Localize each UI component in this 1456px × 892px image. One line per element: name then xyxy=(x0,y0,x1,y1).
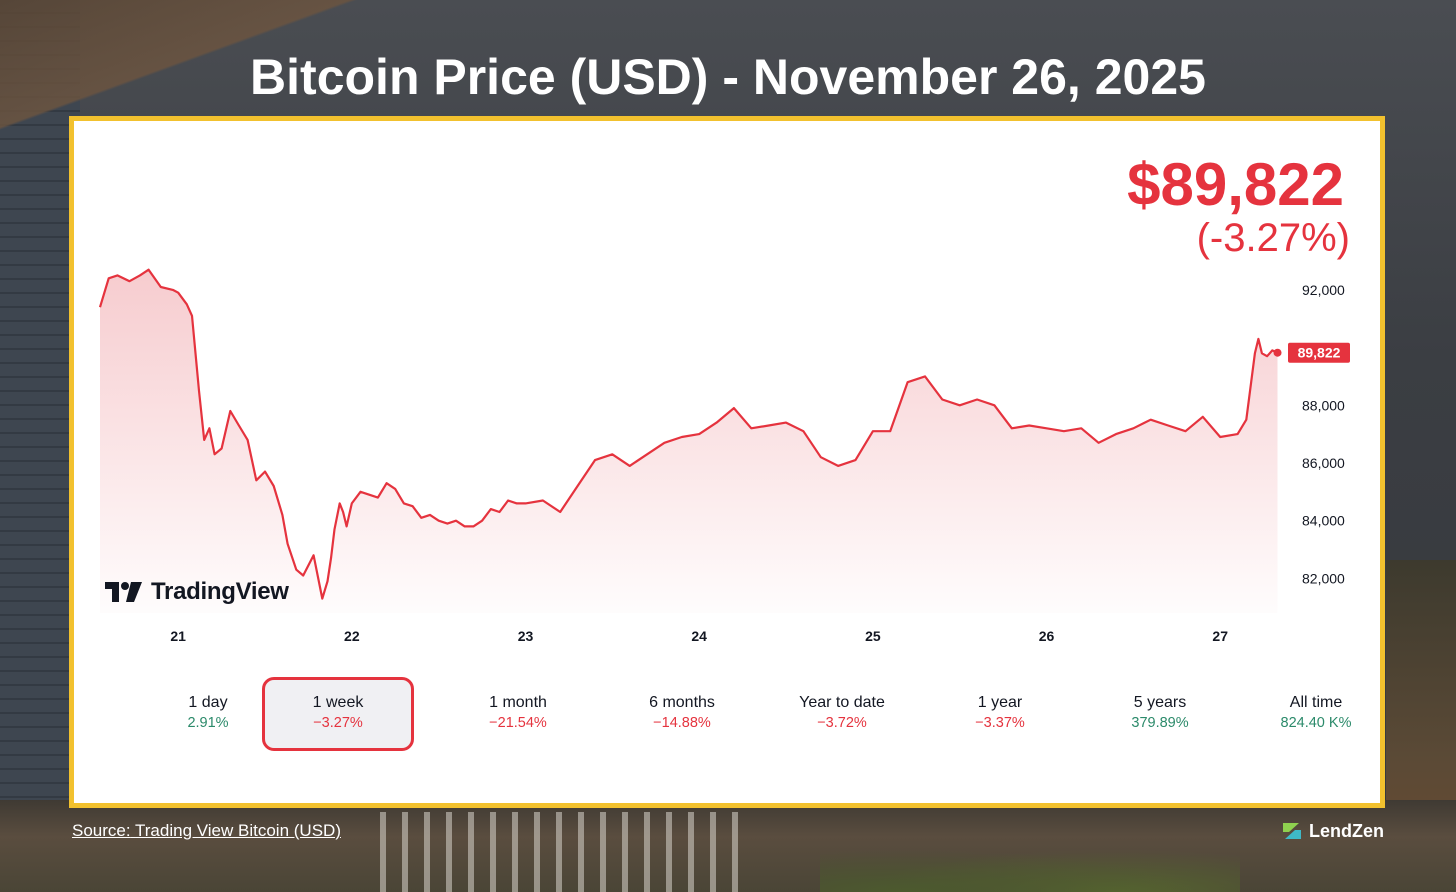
brand-name: LendZen xyxy=(1309,820,1384,841)
range-option[interactable]: 1 day 2.91% xyxy=(132,677,284,751)
price-line xyxy=(98,268,1278,600)
x-tick-label: 21 xyxy=(170,628,186,644)
range-option[interactable]: All time 824.40 K% xyxy=(1240,677,1392,751)
lendzen-logo-icon xyxy=(1283,823,1301,839)
range-change-value: −21.54% xyxy=(489,715,547,731)
range-change-value: 2.91% xyxy=(187,715,229,731)
brand-logo: LendZen xyxy=(1281,820,1384,842)
chart-panel: 82,00084,00086,00088,00090,00092,0002122… xyxy=(69,116,1385,808)
price-area-fill xyxy=(100,269,1278,613)
time-range-selector: 1 day 2.91% 1 week −3.27% 1 month −21.54% 6 mo… xyxy=(102,677,1364,755)
y-tick-label: 88,000 xyxy=(1302,397,1345,413)
y-tick-label: 86,000 xyxy=(1302,455,1345,471)
x-tick-label: 24 xyxy=(691,628,707,644)
background-trees xyxy=(820,842,1240,892)
source-link[interactable]: Trading View Bitcoin (USD) xyxy=(135,821,341,840)
x-tick-label: 27 xyxy=(1212,628,1228,644)
range-option[interactable]: Year to date −3.72% xyxy=(766,677,918,751)
tradingview-logo-text: TradingView xyxy=(151,578,289,605)
range-option[interactable]: 1 year −3.37% xyxy=(924,677,1076,751)
range-label: 1 year xyxy=(977,694,1023,711)
y-tick-label: 82,000 xyxy=(1302,570,1345,586)
range-label: 1 week xyxy=(312,694,364,711)
tradingview-logo: TradingView xyxy=(105,577,289,607)
range-label: 6 months xyxy=(649,694,715,711)
range-change-value: −3.72% xyxy=(817,715,867,731)
source-prefix: Source: xyxy=(72,821,131,840)
range-change-value: 824.40 K% xyxy=(1280,715,1352,731)
last-value-dot xyxy=(1273,348,1282,357)
x-tick-label: 23 xyxy=(518,628,534,644)
range-change-value: −3.27% xyxy=(313,715,363,731)
y-tick-label: 92,000 xyxy=(1302,282,1345,298)
x-tick-label: 26 xyxy=(1039,628,1055,644)
y-tick-label: 84,000 xyxy=(1302,513,1345,529)
range-option[interactable]: 1 week −3.27% xyxy=(262,677,414,751)
range-label: All time xyxy=(1289,694,1343,711)
last-value-label: 89,822 xyxy=(1298,345,1341,361)
range-change-value: −14.88% xyxy=(653,715,711,731)
range-label: 5 years xyxy=(1133,694,1187,711)
range-option[interactable]: 6 months −14.88% xyxy=(606,677,758,751)
range-option[interactable]: 5 years 379.89% xyxy=(1084,677,1236,751)
background-roof xyxy=(0,0,420,130)
source-citation[interactable]: Source: Trading View Bitcoin (USD) xyxy=(72,821,341,841)
range-change-value: −3.37% xyxy=(975,715,1025,731)
price-change-percent: (-3.27%) xyxy=(1196,216,1350,260)
range-option[interactable]: 1 month −21.54% xyxy=(442,677,594,751)
range-change-value: 379.89% xyxy=(1131,715,1189,731)
range-label: 1 day xyxy=(188,694,228,711)
current-price: $89,822 xyxy=(1127,151,1344,218)
x-tick-label: 22 xyxy=(344,628,360,644)
x-tick-label: 25 xyxy=(865,628,881,644)
last-value-badge xyxy=(1288,342,1350,363)
range-label: Year to date xyxy=(799,694,885,711)
range-label: 1 month xyxy=(489,694,547,711)
page-title: Bitcoin Price (USD) - November 26, 2025 xyxy=(250,49,1206,105)
background-fence xyxy=(380,812,740,892)
tradingview-logo-icon xyxy=(105,582,142,602)
price-chart: 82,00084,00086,00088,00090,00092,0002122… xyxy=(98,268,1350,644)
background-house-siding xyxy=(0,0,80,892)
